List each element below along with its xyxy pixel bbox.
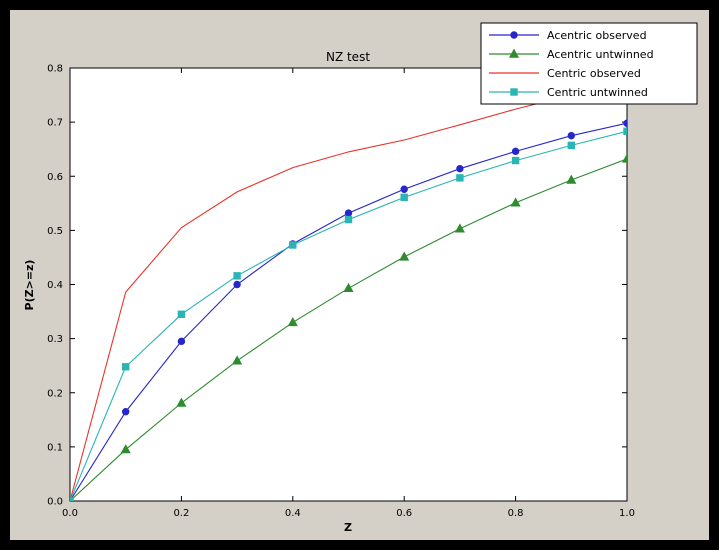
- marker-acentric-untwinned: [621, 153, 627, 163]
- marker-centric-untwinned: [70, 497, 74, 501]
- marker-centric-untwinned: [567, 141, 575, 150]
- y-tick-label: 0.5: [47, 226, 63, 237]
- legend-label-centric-untwinned: Centric untwinned: [547, 86, 648, 99]
- legend-marker-acentric-untwinned: [508, 48, 520, 58]
- marker-acentric-observed: [344, 209, 353, 217]
- marker-acentric-untwinned: [120, 444, 131, 454]
- marker-acentric-observed: [400, 185, 408, 193]
- marker-centric-untwinned: [122, 363, 130, 371]
- y-axis-label: P(Z>=z): [23, 260, 36, 311]
- marker-centric-untwinned: [344, 215, 353, 224]
- x-tick-label: 0.4: [285, 508, 301, 519]
- series-group: [70, 85, 627, 501]
- legend-marker-centric-untwinned: [510, 88, 518, 96]
- x-tick-label: 0.6: [396, 508, 412, 519]
- marker-acentric-observed: [567, 131, 575, 140]
- legend-entry-acentric-observed: Acentric observed: [489, 29, 647, 42]
- marker-acentric-untwinned: [510, 197, 521, 207]
- marker-centric-untwinned: [289, 241, 297, 249]
- legend-label-centric-observed: Centric observed: [547, 67, 641, 80]
- y-tick-label: 0.4: [47, 280, 63, 291]
- y-tick-label: 0.3: [47, 334, 63, 345]
- marker-acentric-observed: [122, 407, 130, 416]
- x-tick-label: 0.8: [508, 508, 524, 519]
- marker-acentric-untwinned: [176, 397, 187, 407]
- x-tick-label: 0.2: [173, 508, 189, 519]
- marker-centric-untwinned: [233, 272, 241, 280]
- marker-acentric-untwinned: [343, 282, 354, 292]
- marker-acentric-untwinned: [232, 355, 243, 365]
- y-tick-label: 0.8: [47, 64, 63, 75]
- marker-acentric-untwinned: [287, 316, 298, 327]
- legend-marker-acentric-observed: [510, 31, 518, 39]
- marker-centric-untwinned: [511, 156, 520, 165]
- series-centric-untwinned: [70, 127, 627, 501]
- marker-acentric-observed: [233, 280, 241, 289]
- y-tick-label: 0.7: [47, 118, 63, 129]
- x-tick-label: 1.0: [619, 508, 635, 519]
- marker-acentric-untwinned: [454, 223, 465, 233]
- marker-acentric-observed: [456, 164, 464, 173]
- marker-centric-untwinned: [400, 193, 408, 202]
- marker-acentric-observed: [177, 337, 186, 346]
- legend-label-acentric-untwinned: Acentric untwinned: [547, 48, 654, 61]
- marker-acentric-observed: [623, 119, 627, 127]
- axis-ticks: 0.0 0.2 0.4 0.6 0.8 1.0 0.0 0.1 0.2 0.3 0.4 0.5 0.6 0…: [47, 64, 635, 520]
- legend-label-acentric-observed: Acentric observed: [547, 29, 647, 42]
- y-tick-label: 0.0: [47, 497, 63, 508]
- marker-acentric-untwinned: [566, 174, 577, 184]
- marker-acentric-untwinned: [399, 251, 410, 261]
- x-tick-label: 0.0: [62, 508, 78, 519]
- y-tick-label: 0.6: [47, 172, 63, 183]
- legend: Acentric observed Acentric untwinned Centr…: [480, 22, 698, 105]
- legend-entry-centric-untwinned: Centric untwinned: [489, 86, 648, 99]
- y-tick-label: 0.2: [47, 388, 63, 399]
- chart-title: NZ test: [326, 50, 370, 64]
- marker-centric-untwinned: [177, 310, 186, 318]
- marker-centric-untwinned: [456, 174, 464, 182]
- legend-entry-centric-observed: Centric observed: [489, 67, 641, 80]
- legend-entry-acentric-untwinned: Acentric untwinned: [489, 48, 654, 61]
- marker-centric-untwinned: [623, 127, 627, 136]
- y-tick-label: 0.1: [47, 442, 63, 453]
- x-axis-label: Z: [344, 521, 352, 534]
- marker-acentric-observed: [511, 147, 520, 156]
